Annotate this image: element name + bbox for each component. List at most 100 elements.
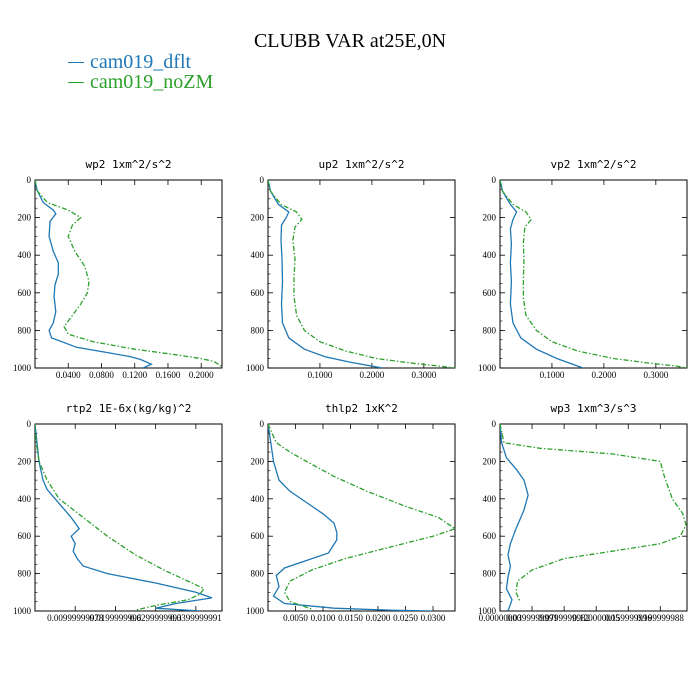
series-line-dflt (35, 180, 154, 368)
legend-item-nozm: cam019_noZM (68, 72, 213, 92)
legend: cam019_dflt cam019_noZM (68, 52, 213, 92)
x-tick-label: 0.1600 (156, 370, 181, 380)
series-line-nozm (500, 180, 687, 368)
series-line-nozm (35, 424, 205, 611)
x-tick-label: 0.0299999993 (130, 613, 182, 623)
y-tick-label: 800 (251, 569, 265, 579)
series-line-dflt (35, 424, 213, 611)
y-tick-label: 600 (251, 531, 265, 541)
plot-frame (34, 423, 223, 612)
x-tick-label: 0.159999996 (605, 613, 653, 623)
y-tick-label: 0 (260, 419, 265, 429)
series-line-dflt (268, 424, 434, 611)
series-line-dflt (500, 424, 529, 611)
y-tick-label: 1000 (246, 606, 265, 616)
legend-item-dflt: cam019_dflt (68, 52, 213, 72)
x-tick-label: 0.2000 (360, 370, 385, 380)
y-tick-label: 1000 (478, 606, 497, 616)
panel-title: rtp2 1E-6x(kg/kg)^2 (66, 402, 192, 415)
panel-title: vp2 1xm^2/s^2 (550, 158, 636, 171)
panel-1: wp2 1xm^2/s^2 0 200 400 600 800 1000 0.0400 0.08… (13, 158, 223, 380)
legend-label-dflt: cam019_dflt (90, 51, 192, 73)
y-tick-label: 200 (251, 456, 265, 466)
y-tick-label: 400 (483, 494, 497, 504)
plot-frame (267, 179, 456, 369)
x-tick-label: 0.0399999991 (506, 613, 558, 623)
legend-swatch-nozm (68, 81, 84, 83)
y-tick-label: 400 (18, 250, 32, 260)
figure-title: CLUBB VAR at25E,0N (253, 30, 447, 52)
plot-frame (267, 423, 456, 612)
panel-title: up2 1xm^2/s^2 (318, 158, 404, 171)
series-line-dflt (500, 180, 584, 368)
x-tick-label: 0.120000005 (573, 613, 621, 623)
x-tick-label: 0.00999999978 (47, 613, 104, 623)
x-tick-label: 0.0100 (311, 613, 336, 623)
y-tick-label: 800 (18, 325, 32, 335)
y-tick-label: 200 (483, 456, 497, 466)
panel-title: wp3 1xm^3/s^3 (550, 402, 636, 415)
x-tick-label: 0.0199999996 (90, 613, 142, 623)
y-tick-label: 200 (483, 213, 497, 223)
y-tick-label: 1000 (13, 606, 32, 616)
y-tick-label: 200 (18, 456, 32, 466)
y-tick-label: 200 (251, 213, 265, 223)
x-tick-label: 0.00000000 (479, 613, 522, 623)
x-tick-label: 0.0800 (89, 370, 114, 380)
y-tick-label: 600 (251, 288, 265, 298)
panel-title: wp2 1xm^2/s^2 (85, 158, 171, 171)
y-tick-label: 0 (27, 419, 32, 429)
x-tick-label: 0.0400 (56, 370, 81, 380)
y-tick-label: 800 (251, 325, 265, 335)
y-tick-label: 600 (18, 531, 32, 541)
panel-6: wp3 1xm^3/s^3 0 200 400 600 800 10000.00000000… (478, 402, 688, 623)
panel-2: up2 1xm^2/s^2 0 200 400 600 800 1000 0.1000 0.20… (246, 158, 456, 380)
y-tick-label: 400 (251, 494, 265, 504)
legend-swatch-dflt (68, 61, 84, 63)
y-tick-label: 200 (18, 213, 32, 223)
x-tick-label: 0.3000 (643, 370, 668, 380)
x-tick-label: 0.0399999991 (170, 613, 222, 623)
y-tick-label: 0 (492, 175, 497, 185)
x-tick-label: 0.0250 (393, 613, 418, 623)
series-line-nozm (268, 424, 455, 610)
x-tick-label: 0.1200 (122, 370, 147, 380)
y-tick-label: 0 (260, 175, 265, 185)
panel-3: vp2 1xm^2/s^2 0 200 400 600 800 1000 0.1000 0.20… (478, 158, 688, 380)
y-tick-label: 1000 (478, 363, 497, 373)
series-line-nozm (35, 180, 222, 367)
legend-label-nozm: cam019_noZM (90, 71, 214, 93)
x-tick-label: 0.0300 (421, 613, 446, 623)
y-tick-label: 400 (18, 494, 32, 504)
y-tick-label: 600 (483, 531, 497, 541)
y-tick-label: 800 (18, 569, 32, 579)
y-tick-label: 400 (251, 250, 265, 260)
x-tick-label: 0.199999988 (637, 613, 685, 623)
x-tick-label: 0.0200 (366, 613, 391, 623)
y-tick-label: 1000 (246, 363, 265, 373)
x-tick-label: 0.0150 (338, 613, 363, 623)
x-tick-label: 0.3000 (411, 370, 436, 380)
series-line-nozm (500, 424, 687, 602)
y-tick-label: 800 (483, 569, 497, 579)
y-tick-label: 0 (492, 419, 497, 429)
y-tick-label: 800 (483, 325, 497, 335)
x-tick-label: 0.2000 (592, 370, 617, 380)
y-tick-label: 600 (483, 288, 497, 298)
x-tick-label: 0.1000 (540, 370, 565, 380)
series-line-nozm (268, 180, 455, 368)
series-line-dflt (268, 180, 383, 368)
y-tick-label: 400 (483, 250, 497, 260)
x-tick-label: 0.1000 (308, 370, 333, 380)
x-tick-label: 0.2000 (189, 370, 214, 380)
y-tick-label: 0 (27, 175, 32, 185)
panel-title: thlp2 1xK^2 (325, 402, 398, 415)
panel-5: thlp2 1xK^2 0 200 400 600 800 1000 0.0050 0.0100… (246, 402, 456, 623)
plot-frame (499, 179, 688, 369)
y-tick-label: 1000 (13, 363, 32, 373)
x-tick-label: 0.0050 (283, 613, 308, 623)
y-tick-label: 600 (18, 288, 32, 298)
x-tick-label: 0.0799999982 (538, 613, 590, 623)
panel-4: rtp2 1E-6x(kg/kg)^2 0 200 400 600 800 1000 0.00… (13, 402, 223, 623)
